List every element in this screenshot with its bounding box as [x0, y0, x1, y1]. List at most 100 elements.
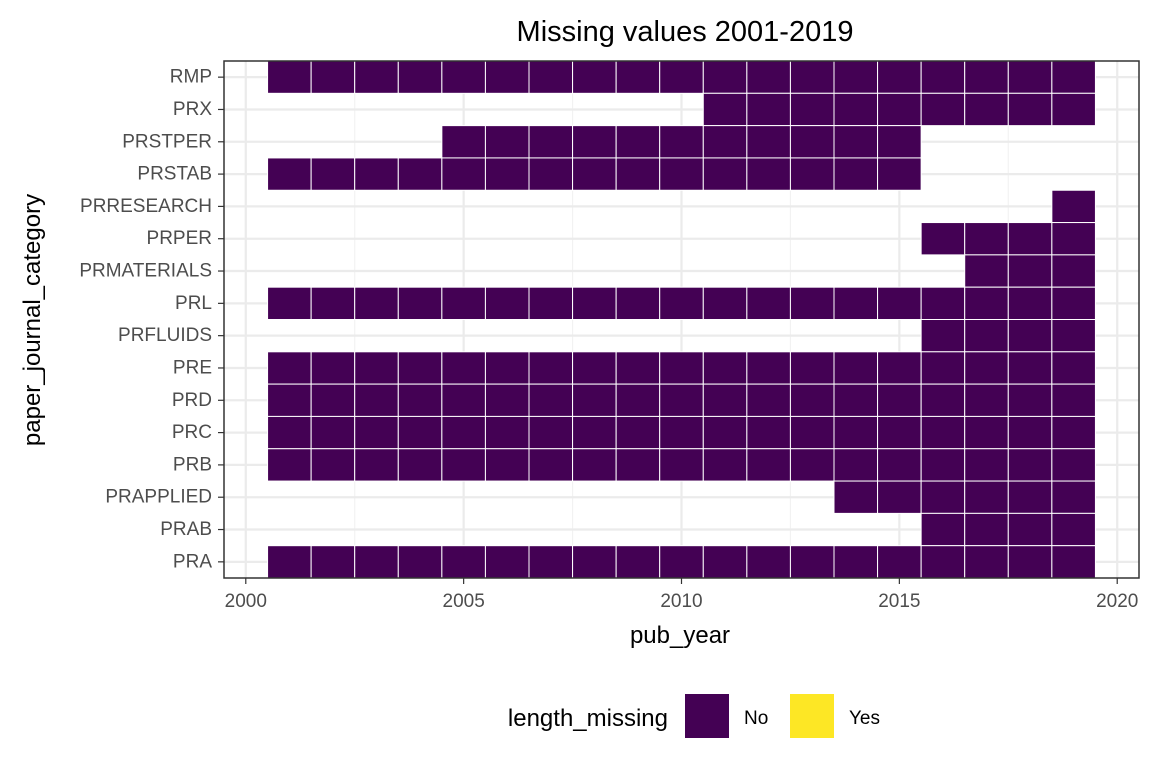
tile-prb-2019: [1051, 448, 1096, 482]
tile-prab-2017: [964, 512, 1009, 547]
tile-prb-2012: [746, 448, 791, 482]
tile-prstab-2010: [659, 157, 704, 191]
tile-prper-2018: [1007, 222, 1053, 256]
tile-prstper-2014: [833, 125, 879, 159]
tile-prd-2015: [877, 383, 922, 417]
tile-pre-2007: [528, 351, 574, 385]
tile-rmp-2016: [920, 60, 966, 94]
tile-prstab-2011: [702, 157, 748, 191]
tile-prb-2011: [702, 448, 748, 482]
y-tick-label: PRFLUIDS: [118, 325, 212, 346]
tile-prl-2017: [964, 286, 1009, 320]
tile-prstab-2008: [572, 157, 617, 191]
tile-prfluids-2017: [964, 319, 1009, 353]
tile-prstab-2014: [833, 157, 879, 191]
tile-prb-2015: [877, 448, 922, 482]
y-tick-label: RMP: [170, 67, 212, 88]
tile-pre-2016: [920, 351, 966, 385]
legend-key-yes: [790, 694, 834, 738]
tile-prstab-2005: [441, 157, 486, 191]
tile-rmp-2003: [354, 60, 399, 94]
legend-label-no: No: [744, 708, 768, 729]
tile-prd-2014: [833, 383, 879, 417]
tile-prab-2019: [1051, 512, 1096, 547]
tile-prl-2019: [1051, 286, 1096, 320]
tile-prb-2005: [441, 448, 486, 482]
tile-pra-2013: [789, 545, 835, 579]
tile-rmp-2018: [1007, 60, 1053, 94]
tile-pra-2007: [528, 545, 574, 579]
legend-key-no: [685, 694, 729, 738]
tile-pre-2015: [877, 351, 922, 385]
tile-prd-2004: [397, 383, 443, 417]
tile-prstper-2013: [789, 125, 835, 159]
tile-prl-2011: [702, 286, 748, 320]
legend: length_missing No Yes: [508, 694, 880, 738]
y-tick-label: PRRESEARCH: [80, 196, 212, 217]
tile-prapplied-2014: [833, 480, 879, 514]
tile-pre-2011: [702, 351, 748, 385]
tile-pre-2008: [572, 351, 617, 385]
tile-pra-2016: [920, 545, 966, 579]
tile-prc-2003: [354, 415, 399, 450]
y-tick-label: PRA: [173, 551, 212, 572]
tile-rmp-2011: [702, 60, 748, 94]
y-tick-label: PRL: [175, 293, 212, 314]
tile-prstab-2015: [877, 157, 922, 191]
tile-pre-2018: [1007, 351, 1053, 385]
tile-prl-2006: [484, 286, 530, 320]
tile-rmp-2007: [528, 60, 574, 94]
tile-rmp-2004: [397, 60, 443, 94]
tile-rmp-2012: [746, 60, 791, 94]
x-tick-label: 2005: [443, 591, 485, 612]
tile-prstper-2015: [877, 125, 922, 159]
tile-prd-2005: [441, 383, 486, 417]
tile-pra-2002: [310, 545, 356, 579]
tile-prb-2006: [484, 448, 530, 482]
tile-prx-2013: [789, 92, 835, 127]
tile-prl-2003: [354, 286, 399, 320]
tile-prx-2015: [877, 92, 922, 127]
tile-pra-2017: [964, 545, 1009, 579]
tile-pra-2018: [1007, 545, 1053, 579]
tile-prl-2013: [789, 286, 835, 320]
tile-prx-2018: [1007, 92, 1053, 127]
tile-prstab-2013: [789, 157, 835, 191]
tile-prmaterials-2018: [1007, 254, 1053, 288]
tile-prb-2002: [310, 448, 356, 482]
tile-prb-2007: [528, 448, 574, 482]
tile-prstab-2003: [354, 157, 399, 191]
tile-rmp-2013: [789, 60, 835, 94]
y-tick-label: PRSTPER: [122, 131, 212, 152]
tile-pre-2009: [615, 351, 661, 385]
tile-prstab-2007: [528, 157, 574, 191]
tile-prd-2010: [659, 383, 704, 417]
tile-prapplied-2018: [1007, 480, 1053, 514]
tile-prb-2001: [267, 448, 312, 482]
tile-prapplied-2017: [964, 480, 1009, 514]
tile-prd-2008: [572, 383, 617, 417]
tile-prb-2004: [397, 448, 443, 482]
tile-prb-2014: [833, 448, 879, 482]
tile-prd-2006: [484, 383, 530, 417]
tile-prstab-2012: [746, 157, 791, 191]
tile-prd-2012: [746, 383, 791, 417]
tile-pra-2012: [746, 545, 791, 579]
legend-title: length_missing: [508, 705, 668, 732]
tile-pre-2006: [484, 351, 530, 385]
tile-prstab-2006: [484, 157, 530, 191]
tile-prd-2016: [920, 383, 966, 417]
tile-pra-2008: [572, 545, 617, 579]
tile-pre-2005: [441, 351, 486, 385]
tile-pra-2001: [267, 545, 312, 579]
tile-pre-2017: [964, 351, 1009, 385]
tile-prapplied-2016: [920, 480, 966, 514]
tile-prb-2003: [354, 448, 399, 482]
tile-prd-2002: [310, 383, 356, 417]
tile-rmp-2010: [659, 60, 704, 94]
tile-prstab-2001: [267, 157, 312, 191]
tile-prper-2016: [920, 222, 966, 256]
tile-prapplied-2015: [877, 480, 922, 514]
y-tick-label: PRPER: [147, 228, 212, 249]
